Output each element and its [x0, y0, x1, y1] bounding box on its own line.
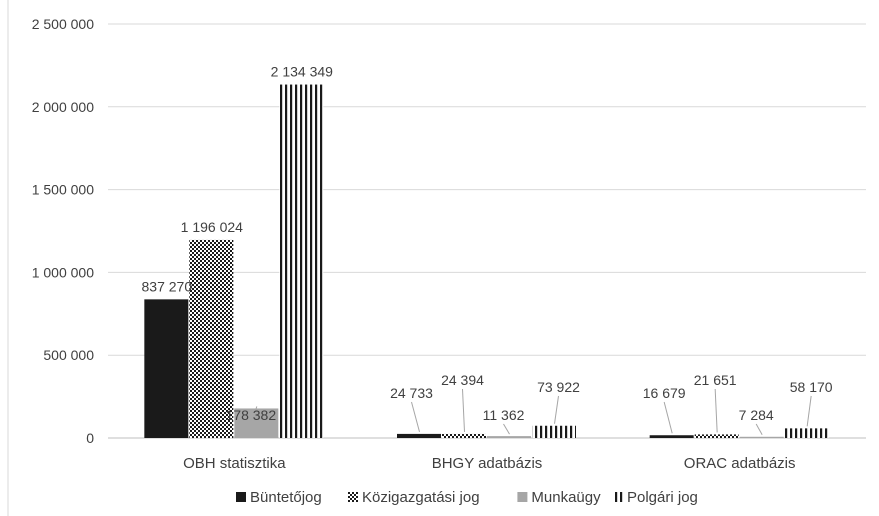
bar-büntetőjog — [649, 435, 694, 438]
category-label: ORAC adatbázis — [684, 455, 796, 472]
leader-line — [554, 395, 559, 424]
bars — [144, 84, 829, 438]
legend-label: Közigazgatási jog — [362, 489, 480, 506]
data-label: 58 170 — [790, 379, 833, 395]
bar-polgári-jog — [532, 425, 576, 438]
data-labels: 837 270 1 196 024 178 382 2 134 349 24 733 24… — [142, 64, 833, 423]
legend-swatch — [236, 492, 246, 502]
bar-munkaügy — [739, 436, 784, 438]
data-label: 16 679 — [643, 385, 686, 401]
bar-munkaügy — [234, 408, 279, 438]
legend-swatch — [517, 492, 528, 502]
leader-line — [663, 401, 673, 434]
category-label: OBH statisztika — [183, 455, 286, 472]
y-tick-label: 1 000 000 — [32, 264, 94, 280]
y-tick-label: 2 500 000 — [32, 16, 94, 32]
legend-swatch — [613, 492, 623, 502]
leader-line — [755, 423, 763, 436]
y-tick-label: 1 500 000 — [32, 182, 94, 198]
bar-közigazgatási-jog — [694, 434, 739, 438]
data-label: 178 382 — [226, 407, 277, 423]
data-label: 11 362 — [483, 407, 525, 423]
data-label: 1 196 024 — [181, 219, 243, 235]
legend: Büntetőjog Közigazgatási jog Munkaügy Polgá… — [236, 489, 698, 506]
legend-label: Büntetőjog — [250, 489, 322, 506]
data-label: 24 394 — [441, 372, 484, 388]
x-axis-category-labels: OBH statisztika BHGY adatbázis ORAC adatbá… — [183, 455, 795, 472]
data-label: 837 270 — [142, 278, 193, 294]
bar-polgári-jog — [784, 428, 829, 438]
bar-munkaügy — [487, 436, 531, 438]
bar-közigazgatási-jog — [189, 239, 234, 438]
bar-közigazgatási-jog — [442, 433, 486, 438]
data-label: 21 651 — [694, 372, 737, 388]
category-label: BHGY adatbázis — [432, 455, 543, 472]
leader-line — [462, 388, 465, 432]
bar-büntetőjog — [144, 299, 189, 438]
leader-line — [503, 423, 510, 435]
y-axis-tick-labels: 0 500 000 1 000 000 1 500 000 2 000 000 2 500… — [32, 16, 95, 446]
legend-label: Polgári jog — [627, 489, 698, 506]
data-label: 2 134 349 — [271, 64, 333, 80]
bar-polgári-jog — [279, 84, 324, 438]
leader-line — [250, 406, 258, 425]
data-label: 7 284 — [739, 407, 774, 423]
y-tick-label: 2 000 000 — [32, 99, 94, 115]
data-label: 24 733 — [390, 385, 433, 401]
legend-label: Munkaügy — [531, 489, 601, 506]
legend-swatch — [348, 492, 358, 502]
y-tick-label: 0 — [86, 430, 94, 446]
leader-line — [411, 401, 420, 433]
y-tick-label: 500 000 — [43, 347, 94, 363]
data-label-leader-lines — [250, 388, 812, 436]
data-label: 73 922 — [537, 379, 580, 395]
leader-line — [714, 388, 718, 433]
bar-büntetőjog — [397, 433, 441, 438]
leader-line — [806, 395, 812, 427]
